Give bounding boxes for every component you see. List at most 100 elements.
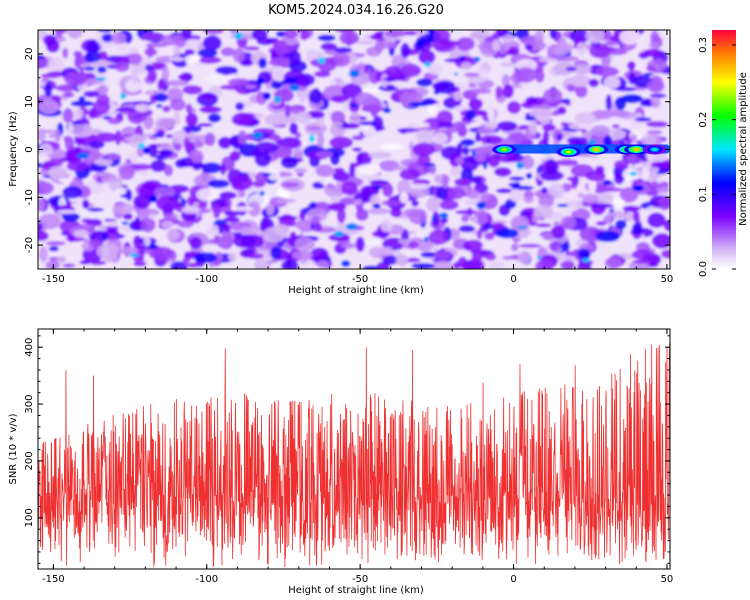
colorbar-tick-label: 0.3	[698, 37, 709, 53]
heatmap-cell	[645, 255, 661, 262]
figure-title: KOM5.2024.034.16.26.G20	[268, 3, 444, 18]
heatmap-cell	[351, 135, 365, 141]
heatmap-cell	[603, 135, 613, 147]
heatmap-cell	[80, 62, 100, 69]
heatmap-cell	[310, 247, 329, 262]
heatmap-cell	[476, 127, 497, 135]
heatmap-cell	[416, 78, 433, 87]
heatmap-cell	[553, 62, 576, 76]
heatmap-cell	[229, 150, 241, 162]
heatmap-cell	[545, 158, 558, 174]
heatmap-cell	[542, 88, 563, 104]
heatmap-cell	[567, 199, 584, 208]
heatmap-cell	[588, 78, 599, 88]
heatmap-cell	[205, 73, 228, 84]
heatmap-cell	[560, 215, 577, 230]
heatmap-cell	[162, 105, 171, 113]
heatmap-cell	[656, 177, 663, 184]
y-tick-label: 100	[24, 508, 35, 527]
heatmap-cell	[585, 30, 605, 44]
heatmap-cell	[288, 50, 302, 67]
x-tick-label: 0	[510, 574, 516, 585]
heatmap-cell	[246, 253, 264, 259]
heatmap-cell	[418, 49, 436, 65]
heatmap-cell	[325, 183, 335, 189]
heatmap-cell	[574, 112, 597, 126]
heatmap-cell	[94, 158, 113, 166]
heatmap-cell	[610, 109, 630, 118]
heatmap-cell	[414, 44, 425, 51]
heatmap-cell	[426, 196, 441, 213]
heatmap-cell	[627, 61, 636, 71]
heatmap-cell	[658, 195, 670, 211]
heatmap-spot	[471, 148, 476, 157]
heatmap-cell	[569, 75, 592, 88]
heatmap-spot	[121, 221, 129, 225]
y-tick-label: 0	[24, 146, 35, 152]
heatmap-spot	[525, 172, 533, 179]
heatmap-cell	[155, 103, 163, 109]
heatmap-cell	[476, 229, 483, 240]
heatmap-cell	[633, 210, 641, 224]
heatmap-cell	[357, 121, 378, 126]
heatmap-spot	[262, 172, 271, 177]
heatmap-cell	[634, 117, 652, 122]
heatmap-cell	[645, 121, 669, 128]
heatmap-cell	[353, 198, 363, 206]
heatmap-cell	[460, 61, 473, 70]
heatmap-cell	[224, 210, 240, 217]
heatmap-cell	[82, 199, 90, 210]
heatmap-cell	[96, 30, 113, 33]
heatmap-cell	[444, 58, 466, 63]
heatmap-cell	[528, 119, 538, 135]
heatmap-cell	[83, 90, 100, 98]
heatmap-cell	[508, 182, 520, 188]
heatmap-cell	[299, 90, 306, 104]
heatmap-cell	[507, 154, 517, 163]
heatmap-spot	[215, 220, 226, 224]
x-tick-label: -150	[42, 574, 65, 585]
heatmap-cell	[341, 242, 356, 249]
heatmap-cell	[129, 163, 153, 171]
heatmap-cell	[422, 33, 431, 43]
heatmap-spot	[142, 146, 151, 155]
signal-feature	[556, 146, 581, 157]
y-tick-label: 400	[24, 338, 35, 357]
heatmap-cell	[465, 109, 476, 121]
heatmap-spot	[285, 77, 298, 84]
heatmap-cell	[577, 192, 585, 199]
heatmap-cell	[412, 142, 436, 157]
heatmap-spot	[486, 138, 491, 143]
heatmap-cell	[649, 41, 660, 49]
heatmap-cell	[294, 111, 312, 124]
signal-feature-contour	[566, 150, 572, 154]
heatmap-cell	[243, 45, 260, 51]
heatmap-spot	[333, 231, 344, 237]
heatmap-cell	[342, 100, 350, 112]
heatmap-cell	[614, 86, 639, 92]
heatmap-cell	[47, 165, 68, 180]
heatmap-spot	[262, 92, 272, 100]
heatmap-cell	[68, 124, 93, 135]
heatmap-cell	[380, 144, 404, 150]
heatmap-cell	[399, 168, 421, 181]
heatmap-spot	[482, 161, 488, 170]
heatmap-cell	[89, 238, 102, 248]
heatmap-cell	[38, 213, 61, 230]
heatmap-spot	[582, 258, 591, 263]
heatmap-cell	[552, 46, 569, 56]
heatmap-spot	[234, 31, 243, 40]
heatmap-cell	[491, 222, 505, 230]
heatmap-cell	[525, 44, 533, 52]
heatmap-cell	[185, 103, 193, 114]
heatmap-spot	[138, 142, 145, 149]
heatmap-cell	[437, 121, 454, 129]
heatmap-cell	[382, 182, 394, 198]
heatmap-cell	[368, 151, 392, 159]
heatmap-cell	[270, 246, 282, 260]
heatmap-cell	[160, 34, 180, 46]
heatmap-spot	[460, 56, 465, 60]
heatmap-cell	[606, 211, 627, 219]
y-tick-label: 10	[24, 95, 35, 108]
